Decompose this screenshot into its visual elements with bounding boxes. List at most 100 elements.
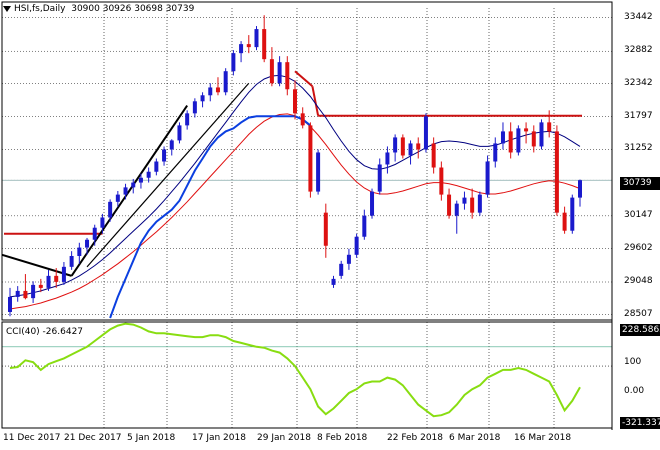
candle-body <box>15 290 20 297</box>
candles <box>8 15 582 317</box>
cci-indicator <box>2 322 612 418</box>
candle-body <box>531 131 536 147</box>
candle-body <box>223 71 228 93</box>
candle-body <box>192 101 197 114</box>
price-tick-label: 31252 <box>624 143 653 154</box>
candle-body <box>269 59 274 84</box>
candle-body <box>146 171 151 178</box>
cci-tick-0: 0.00 <box>624 386 645 396</box>
candle-body <box>454 203 459 216</box>
candle-body <box>262 29 267 60</box>
candle-body <box>254 29 259 48</box>
candle-body <box>470 197 475 213</box>
candle-body <box>131 182 136 188</box>
candle-body <box>423 116 428 150</box>
symbol-label: HSI,fs,Daily <box>14 4 66 14</box>
candle-body <box>31 284 36 299</box>
candle-body <box>323 212 328 246</box>
trend-line <box>86 82 250 268</box>
candle-body <box>431 143 436 168</box>
candle-body <box>208 87 213 96</box>
candle-body <box>508 131 513 153</box>
candle-body <box>239 44 244 54</box>
candle-body <box>177 125 182 141</box>
candle-body <box>393 137 398 153</box>
candle-body <box>362 215 367 237</box>
candle-body <box>308 125 313 192</box>
candle-body <box>439 167 444 195</box>
candle-body <box>485 161 490 195</box>
candle-body <box>200 95 205 102</box>
price-tick-label: 31797 <box>624 110 653 121</box>
candle-body <box>46 275 51 288</box>
candle-body <box>408 143 413 156</box>
candle-body <box>293 89 297 114</box>
candle-body <box>562 212 567 231</box>
price-tick-label: 29048 <box>624 276 653 286</box>
candle-body <box>138 177 143 183</box>
candle-body <box>231 53 236 72</box>
candle-body <box>493 143 498 162</box>
price-tick-label: 32882 <box>624 45 653 56</box>
cci-title: CCI(40) -26.6427 <box>6 327 84 337</box>
candle-body <box>462 197 467 204</box>
price-tick-label: 30147 <box>624 209 653 220</box>
candle-body <box>539 122 544 147</box>
date-tick-label: 21 Dec 2017 <box>64 433 122 443</box>
trend-line <box>70 104 188 277</box>
candle-body <box>115 194 120 202</box>
candle-body <box>331 278 336 285</box>
date-tick-label: 17 Jan 2018 <box>192 433 246 443</box>
candle-body <box>447 194 452 216</box>
date-tick-label: 11 Dec 2017 <box>3 433 61 443</box>
candle-body <box>277 62 282 84</box>
chart-header: HSI,fs,Daily 30900 30926 30698 30739 <box>14 4 194 14</box>
candle-body <box>85 239 90 248</box>
candle-body <box>61 266 66 282</box>
candle-body <box>108 201 113 218</box>
candle-body <box>92 227 97 240</box>
grid-lines <box>2 8 612 428</box>
candle-body <box>477 194 482 213</box>
cci-min-label: -321.337 <box>620 417 660 429</box>
candle-body <box>154 161 159 172</box>
chart-frame <box>1 1 613 430</box>
candle-body <box>354 236 359 255</box>
candle-body <box>377 164 382 192</box>
candle-body <box>8 296 12 312</box>
candle-body <box>69 256 74 267</box>
trend-line <box>1 253 72 277</box>
cci-max-label: 228.5862 <box>620 324 660 336</box>
candle-body <box>554 131 559 213</box>
ohlc-values: 30900 30926 30698 30739 <box>71 4 195 14</box>
resistance-line <box>294 70 314 88</box>
cci-tick-100: 100 <box>624 357 642 367</box>
candle-body <box>215 87 220 93</box>
candle-body <box>578 180 582 198</box>
candle-body <box>400 137 405 156</box>
current-price-label: 30739 <box>620 177 660 190</box>
price-tick-label: 33442 <box>624 11 653 22</box>
date-tick-label: 16 Mar 2018 <box>514 433 572 443</box>
symbol-dropdown-icon[interactable] <box>3 6 11 12</box>
candle-body <box>100 217 105 228</box>
candle-body <box>300 113 305 126</box>
candle-body <box>370 191 375 216</box>
candle-body <box>524 128 529 132</box>
candle-body <box>162 149 167 162</box>
candle-body <box>246 44 251 48</box>
date-tick-label: 8 Feb 2018 <box>317 433 368 443</box>
candle-body <box>516 128 521 153</box>
cci-line <box>9 322 581 418</box>
candle-body <box>23 290 28 299</box>
price-tick-label: 29602 <box>624 242 653 253</box>
price-tick-label: 28507 <box>624 308 653 319</box>
candle-body <box>38 284 43 288</box>
candle-body <box>185 113 190 126</box>
candle-body <box>346 254 351 264</box>
candle-body <box>169 140 174 150</box>
moving-average-line <box>109 115 312 319</box>
candle-body <box>285 62 290 90</box>
date-tick-label: 6 Mar 2018 <box>449 433 501 443</box>
